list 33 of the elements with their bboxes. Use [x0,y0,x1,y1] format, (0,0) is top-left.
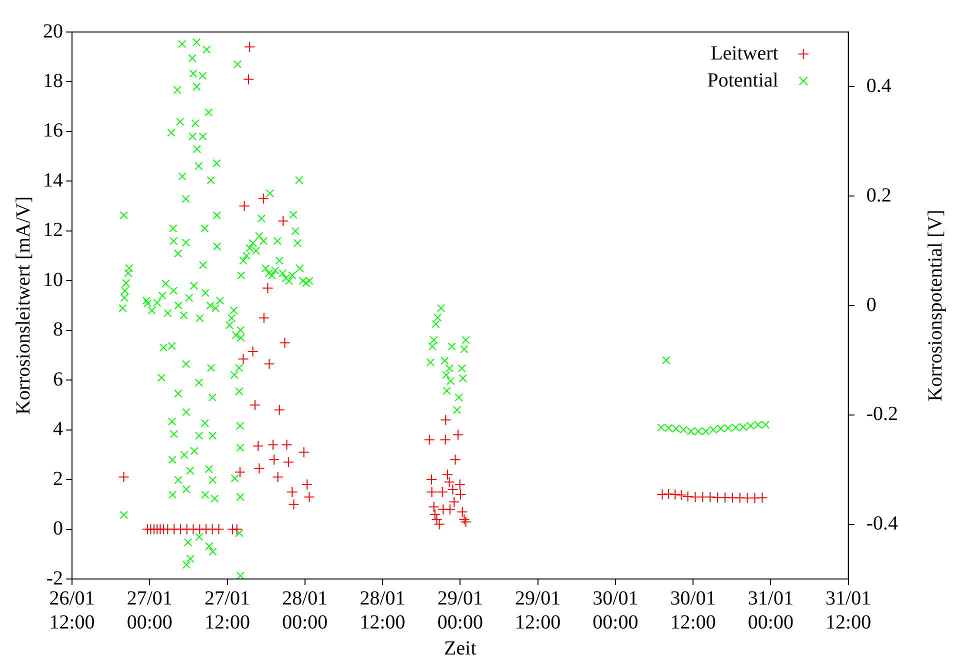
y2-tick-label: -0.4 [866,512,898,535]
y-tick-label: 16 [43,120,63,142]
y-tick-label: 12 [43,219,63,242]
y-tick-label: 4 [53,418,63,440]
y-tick-label: 8 [53,318,63,341]
x-tick-label: 30/01 00:00 [592,587,638,634]
y-tick-label: 2 [53,468,63,490]
y-tick-label: 10 [43,268,63,291]
x-tick-label: 30/01 12:00 [670,587,716,634]
x-tick-label: 27/01 00:00 [126,587,172,634]
y2-tick-label: 0.4 [866,74,892,97]
y-tick-label: 14 [43,169,63,192]
x-tick-label: 28/01 00:00 [282,587,328,634]
x-tick-label: 31/01 00:00 [748,587,794,634]
y-axis-title: Korrosionsleitwert [mA/V] [12,196,34,415]
x-tick-label: 29/01 00:00 [437,587,483,634]
x-tick-label: 28/01 12:00 [360,587,406,634]
y-tick-label: 6 [53,368,63,390]
x-tick-label: 29/01 12:00 [515,587,561,634]
y-tick-label: -2 [46,567,63,590]
x-tick-label: 27/01 12:00 [204,587,250,634]
y-tick-label: 20 [43,20,63,42]
x-tick-label: 31/01 12:00 [826,587,872,634]
x-axis-title: Zeit [444,637,477,660]
y-tick-label: 18 [43,70,63,92]
y2-tick-label: 0 [866,294,876,316]
y2-axis-title: Korrosionspotential [V] [924,210,946,402]
y-tick-label: 0 [53,518,63,540]
legend-label: Potential [707,69,779,92]
x-tick-label: 26/01 12:00 [49,587,95,634]
y2-tick-label: 0.2 [866,184,892,206]
y2-tick-label: -0.2 [866,403,898,426]
legend-label: Leitwert [710,42,779,64]
